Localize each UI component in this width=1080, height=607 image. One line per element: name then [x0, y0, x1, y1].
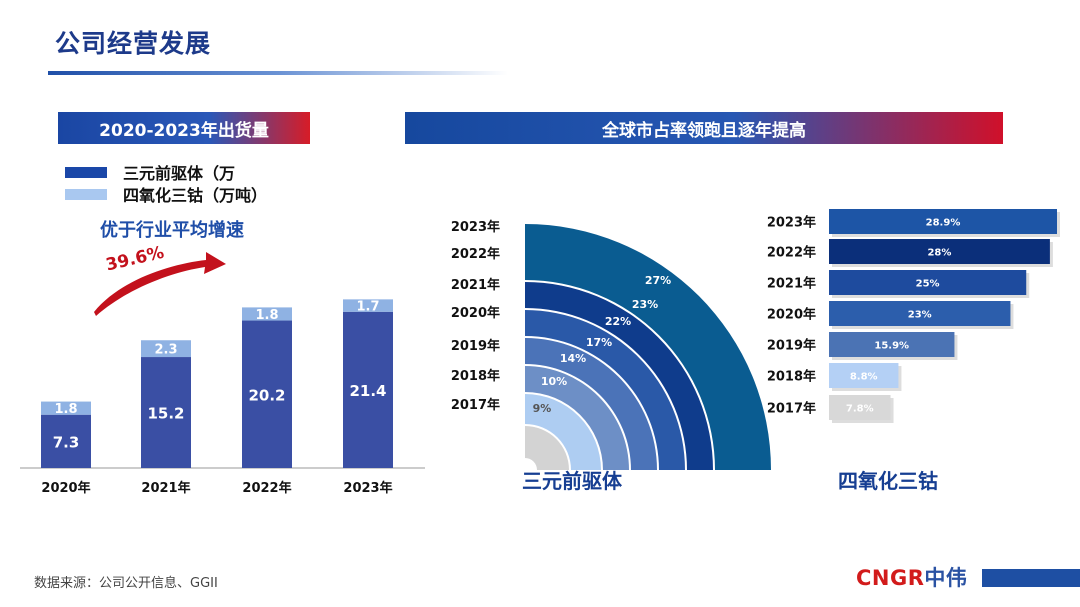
growth-arrow-icon — [94, 252, 226, 316]
ring-value-2019年: 14% — [560, 352, 586, 365]
ring-value-2020年: 17% — [586, 336, 612, 349]
ring-2019年 — [525, 366, 629, 470]
ring-year-2020年: 2020年 — [451, 305, 500, 321]
ring-value-2018年: 10% — [541, 375, 567, 388]
bar-label-ncm-2020年: 7.3 — [53, 433, 80, 451]
legend-co-label: 四氧化三钴（万吨） — [123, 186, 268, 205]
logo-zh-text: 中伟 — [924, 566, 968, 590]
bar-co-2023年 — [343, 299, 393, 312]
hbar-value-2020年: 23% — [908, 310, 932, 321]
ring-value-2022年: 23% — [632, 298, 658, 311]
bar-label-co-2021年: 2.3 — [154, 343, 177, 358]
x-tick-2023年: 2023年 — [343, 480, 392, 496]
x-tick-2020年: 2020年 — [41, 480, 90, 496]
hbar-value-2022年: 28% — [927, 248, 951, 259]
hbar-year-2021年: 2021年 — [767, 276, 816, 292]
market-share-banner: 全球市占率领跑且逐年提高 — [405, 112, 1003, 144]
ncm-share-arc-chart: 2017年 2018年 2019年 2020年 2021年 2022年 2023年 9% 10%… — [451, 219, 771, 470]
bar-co-2022年 — [242, 307, 292, 321]
ring-year-2022年: 2022年 — [451, 246, 500, 262]
legend-ncm-label: 三元前驱体（万 — [123, 164, 236, 183]
bar-label-co-2023年: 1.7 — [356, 300, 379, 315]
ring-year-2019年: 2019年 — [451, 338, 500, 354]
hbar-value-2023年: 28.9% — [926, 218, 961, 229]
hbar-year-2020年: 2020年 — [767, 307, 816, 323]
hbar-year-2022年: 2022年 — [767, 245, 816, 261]
ring-year-2021年: 2021年 — [451, 277, 500, 293]
shipment-banner-text: 2020-2023年出货量 — [99, 120, 269, 141]
market-share-banner-text: 全球市占率领跑且逐年提高 — [602, 120, 806, 141]
title-underline — [48, 71, 508, 75]
ring-2020年 — [525, 338, 657, 470]
bar-label-ncm-2023年: 21.4 — [349, 382, 386, 400]
logo-text: CNGR — [856, 566, 925, 590]
hbar-2023年 — [829, 209, 1057, 234]
legend-co-swatch — [65, 188, 107, 200]
ring-2021年 — [525, 310, 685, 470]
bar-ncm-2023年 — [343, 311, 393, 468]
hbar-year-2017年: 2017年 — [767, 401, 816, 417]
legend-ncm-swatch — [65, 166, 107, 178]
ring-2017年 — [525, 426, 569, 470]
hbar-2018年 — [829, 363, 899, 388]
bar-co-2021年 — [141, 340, 191, 358]
ring-value-2023年: 27% — [645, 274, 671, 287]
bar-label-ncm-2021年: 15.2 — [147, 405, 184, 423]
ring-value-2021年: 22% — [605, 315, 631, 328]
page-title: 公司经营发展 — [55, 29, 212, 58]
hbar-value-2021年: 25% — [916, 279, 940, 290]
company-logo: CNGR中伟 — [856, 562, 967, 592]
legend-ncm: 三元前驱体（万 — [65, 160, 235, 184]
bar-ncm-2020年 — [41, 414, 91, 468]
ring-2023年 — [525, 224, 771, 470]
hbar-year-2018年: 2018年 — [767, 369, 816, 385]
bar-co-2020年 — [41, 401, 91, 415]
co-share-bar-chart: 28.9% 2023年 28% 2022年 25% 2021年 23% 2020年 15.9% 2… — [767, 209, 1060, 423]
x-tick-2022年: 2022年 — [242, 480, 291, 496]
bar-ncm-2021年 — [141, 357, 191, 468]
hbar-2020年 — [829, 301, 1011, 326]
hbar-value-2017年: 7.8% — [846, 404, 874, 415]
logo-bar — [982, 569, 1080, 587]
ring-2022年 — [525, 282, 713, 470]
ring-2018年 — [525, 394, 601, 470]
hbar-value-2019年: 15.9% — [874, 341, 909, 352]
bar-label-co-2022年: 1.8 — [255, 308, 278, 323]
shipment-stacked-chart: 7.3 1.8 2020年 15.2 2.3 2021年 20.2 1.8 2022年 21.4 1… — [20, 299, 425, 496]
source-note: 数据来源：公司公开信息、GGII — [34, 576, 218, 591]
legend-co: 四氧化三钴（万吨） — [65, 182, 267, 206]
ring-year-2017年: 2017年 — [451, 397, 500, 413]
co-chart-label: 四氧化三钴 — [838, 469, 938, 493]
growth-note: 优于行业平均增速 — [100, 220, 244, 241]
hbar-2019年 — [829, 332, 955, 357]
hbar-2017年 — [829, 395, 891, 420]
hbar-year-2019年: 2019年 — [767, 338, 816, 354]
ring-value-2017年: 9% — [533, 402, 552, 415]
shipment-banner: 2020-2023年出货量 — [58, 112, 310, 144]
hbar-2021年 — [829, 270, 1027, 295]
ring-year-2023年: 2023年 — [451, 219, 500, 235]
x-tick-2021年: 2021年 — [141, 480, 190, 496]
bar-label-ncm-2022年: 20.2 — [248, 386, 285, 404]
hbar-2022年 — [829, 239, 1050, 264]
hbar-value-2018年: 8.8% — [850, 372, 878, 383]
ncm-chart-label: 三元前驱体 — [522, 469, 622, 493]
ring-year-2018年: 2018年 — [451, 368, 500, 384]
bar-label-co-2020年: 1.8 — [54, 402, 77, 417]
hbar-year-2023年: 2023年 — [767, 215, 816, 231]
bar-ncm-2022年 — [242, 320, 292, 468]
